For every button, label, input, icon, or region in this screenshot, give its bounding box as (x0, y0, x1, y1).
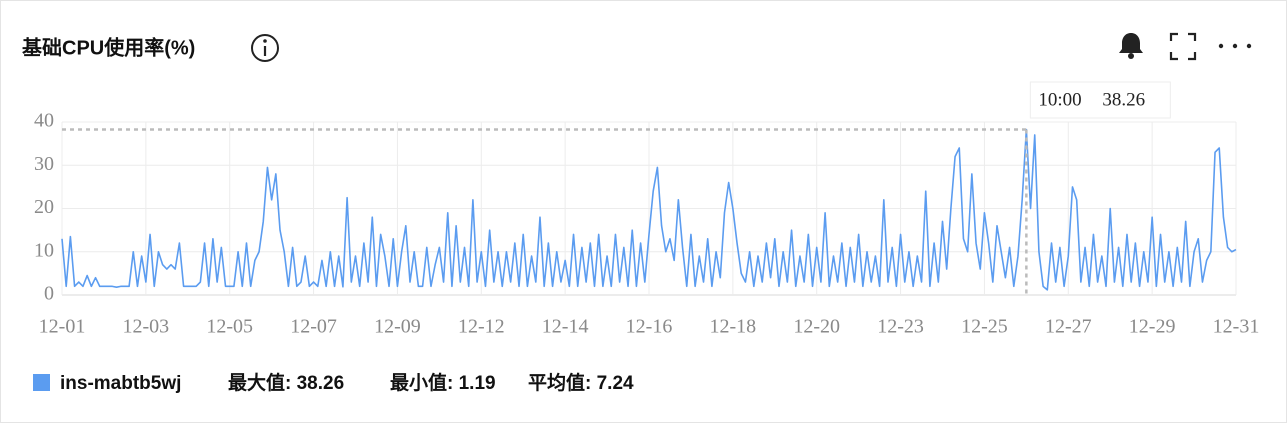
x-tick-label: 12-18 (710, 316, 757, 338)
x-tick-label: 12-29 (1129, 316, 1176, 338)
x-tick-label: 12-03 (123, 316, 170, 338)
tooltip-time: 10:00 (1038, 89, 1081, 110)
legend-stat: 最大值: 38.26 (228, 371, 344, 394)
chart-title: 基础CPU使用率(%) (22, 35, 195, 59)
tooltip-value: 38.26 (1102, 89, 1145, 110)
legend-stat: 平均值: 7.24 (528, 371, 634, 394)
x-tick-label: 12-27 (1045, 316, 1092, 338)
y-tick-label: 0 (44, 283, 54, 305)
x-tick-label: 12-20 (793, 316, 840, 338)
y-tick-label: 20 (34, 196, 54, 218)
x-tick-label: 12-16 (626, 316, 673, 338)
series-line (61, 128, 1237, 291)
x-tick-label: 12-25 (961, 316, 1008, 338)
x-tick-label: 12-31 (1213, 316, 1260, 338)
legend-label: ins-mabtb5wj (60, 373, 181, 394)
x-tick-label: 12-07 (290, 316, 337, 338)
x-tick-label: 12-01 (39, 316, 86, 338)
x-tick-label: 12-12 (458, 316, 505, 338)
bell-icon[interactable] (1119, 33, 1143, 59)
legend-stat: 最小值: 1.19 (390, 371, 496, 394)
x-tick-label: 12-09 (374, 316, 421, 338)
more-icon[interactable] (1218, 43, 1252, 49)
info-icon[interactable] (251, 34, 279, 62)
x-tick-label: 12-05 (206, 316, 253, 338)
y-tick-label: 10 (34, 239, 54, 261)
y-tick-label: 40 (34, 110, 54, 132)
legend-swatch (33, 374, 50, 391)
x-tick-label: 12-14 (542, 316, 589, 338)
tooltip-box (1029, 81, 1171, 119)
y-tick-label: 30 (34, 153, 54, 175)
fullscreen-icon[interactable] (1169, 32, 1197, 61)
x-tick-label: 12-23 (877, 316, 924, 338)
